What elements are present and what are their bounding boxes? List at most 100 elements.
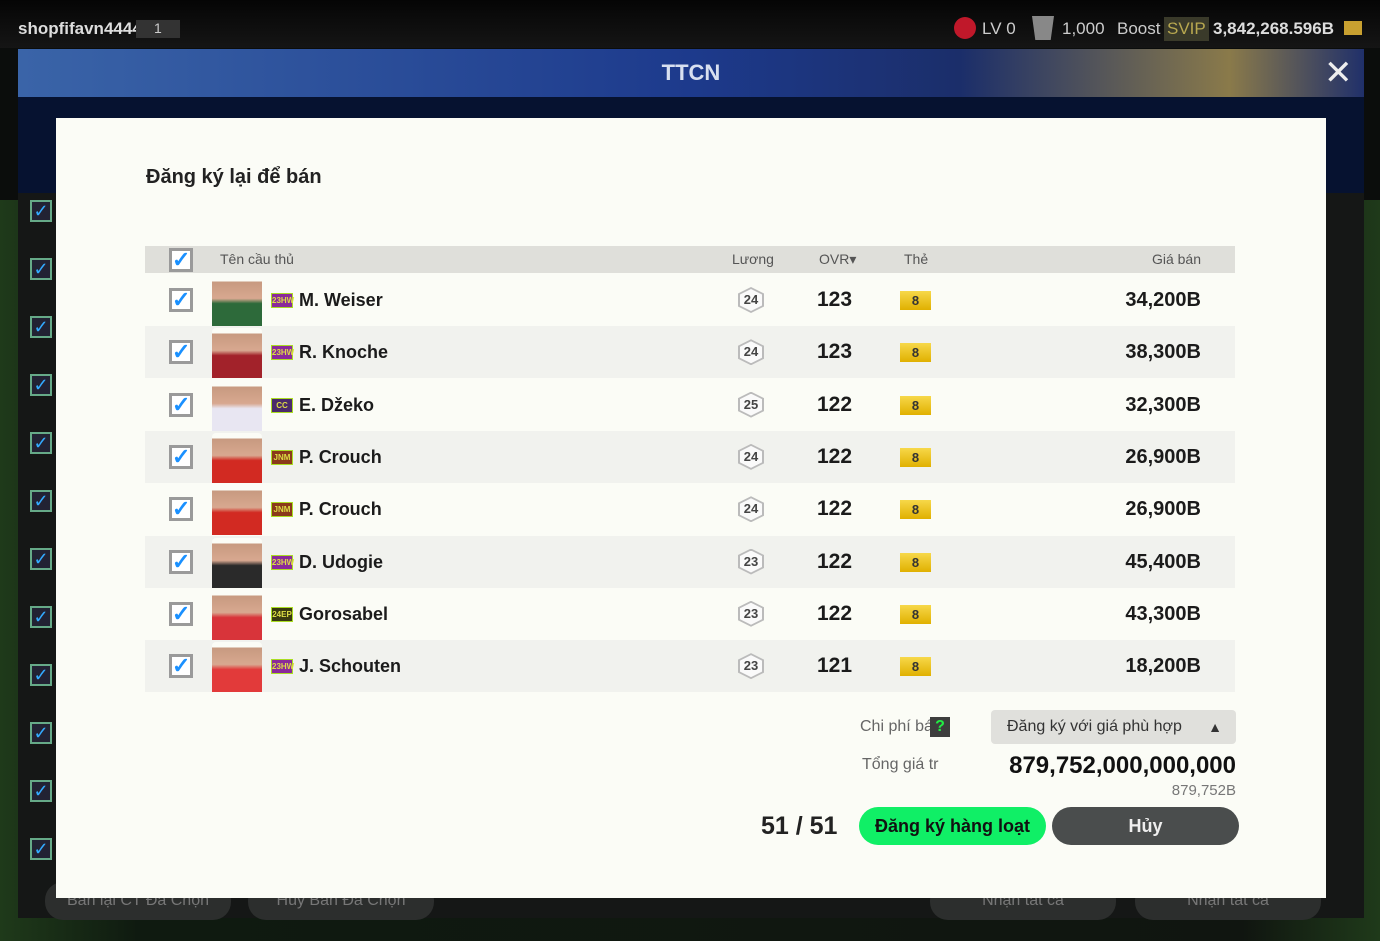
- grade-badge: 8: [900, 500, 931, 520]
- grade-badge: 8: [900, 552, 931, 572]
- salary-value: 23: [740, 602, 762, 625]
- background-checkbox[interactable]: ✓: [30, 258, 52, 280]
- player-name: E. Džeko: [299, 394, 375, 415]
- season-badge: 24EP: [271, 606, 293, 622]
- grade-badge: 8: [900, 395, 931, 415]
- table-row[interactable]: ✓ 23HW M. Weiser 24 123 8 34,200B: [145, 274, 1235, 326]
- help-icon[interactable]: ?: [930, 717, 950, 737]
- row-checkbox[interactable]: ✓: [169, 288, 193, 312]
- row-checkbox[interactable]: ✓: [169, 549, 193, 574]
- ovr-value: 123: [817, 288, 853, 311]
- season-badge: JNM: [271, 449, 293, 465]
- row-checkbox[interactable]: ✓: [169, 340, 193, 365]
- background-checkbox[interactable]: ✓: [30, 316, 52, 338]
- background-checkbox[interactable]: ✓: [30, 606, 52, 628]
- background-checkbox[interactable]: ✓: [30, 432, 52, 454]
- col-salary: Lương: [732, 251, 774, 267]
- col-grade: Thẻ: [904, 251, 929, 267]
- row-checkbox[interactable]: ✓: [169, 392, 193, 417]
- table-row[interactable]: ✓ CC E. Džeko 25 122 8 32,300B: [145, 379, 1235, 431]
- register-bulk-button[interactable]: Đăng ký hàng loạt: [859, 807, 1046, 845]
- selected-count: 51 / 51: [761, 812, 838, 840]
- salary-hex-icon: 23: [738, 548, 764, 575]
- player-name: M. Weiser: [299, 290, 383, 310]
- grade-badge: 8: [900, 657, 931, 677]
- player-photo: [212, 642, 262, 693]
- price-value: 38,300B: [1125, 341, 1201, 364]
- player-name: P. Crouch: [299, 499, 382, 520]
- ovr-value: 123: [817, 340, 853, 364]
- ovr-value: 121: [817, 654, 853, 678]
- table-row[interactable]: ✓ 24EP Gorosabel 23 122 8 43,300B: [145, 588, 1235, 640]
- caret-up-icon: ▲: [1208, 719, 1222, 735]
- player-name: R. Knoche: [299, 342, 389, 363]
- table-row[interactable]: ✓ 23HW D. Udogie 23 122 8 45,400B: [145, 535, 1235, 588]
- table-row[interactable]: ✓ JNM P. Crouch 24 122 8 26,900B: [145, 430, 1235, 483]
- row-checkbox[interactable]: ✓: [169, 497, 193, 522]
- price-value: 34,200B: [1125, 289, 1201, 311]
- background-checkbox[interactable]: ✓: [30, 838, 52, 860]
- total-label: Tổng giá tr: [862, 756, 939, 773]
- ovr-value: 122: [817, 444, 853, 468]
- background-checkbox[interactable]: ✓: [30, 664, 52, 686]
- price-value: 45,400B: [1125, 550, 1201, 573]
- player-photo: [212, 328, 262, 379]
- row-checkbox[interactable]: ✓: [169, 654, 193, 679]
- salary-value: 24: [740, 341, 762, 364]
- grade-badge: 8: [900, 447, 931, 467]
- table-row[interactable]: ✓ 23HW J. Schouten 23 121 8 18,200B: [145, 640, 1235, 693]
- salary-value: 24: [740, 498, 762, 521]
- player-photo: [212, 432, 262, 483]
- coin-icon: [1344, 21, 1362, 35]
- salary-hex-icon: 24: [738, 339, 764, 366]
- season-badge: 23HW: [271, 293, 294, 308]
- season-badge: JNM: [271, 502, 293, 518]
- ovr-value: 122: [817, 497, 853, 521]
- player-photo: [212, 380, 262, 431]
- salary-hex-icon: 23: [738, 653, 764, 680]
- price-value: 26,900B: [1125, 445, 1201, 468]
- grade-badge: 8: [900, 291, 931, 310]
- window-header: TTCN: [18, 49, 1364, 97]
- background-checkbox[interactable]: ✓: [30, 722, 52, 744]
- grade-badge: 8: [900, 343, 931, 363]
- col-ovr-sort[interactable]: OVR▾: [819, 251, 857, 267]
- price-value: 43,300B: [1125, 602, 1201, 625]
- background-checkbox[interactable]: ✓: [30, 548, 52, 570]
- background-checkbox[interactable]: ✓: [30, 490, 52, 512]
- cancel-button[interactable]: Hủy: [1052, 807, 1239, 845]
- col-price: Giá bán: [1151, 251, 1201, 267]
- season-badge: 23HW: [271, 554, 294, 570]
- salary-hex-icon: 24: [738, 443, 764, 470]
- select-all-checkbox[interactable]: ✓: [169, 248, 193, 272]
- season-badge: 23HW: [271, 345, 294, 361]
- table-row[interactable]: ✓ 23HW R. Knoche 24 123 8 38,300B: [145, 326, 1235, 379]
- salary-value: 23: [740, 655, 762, 678]
- close-icon[interactable]: ✕: [1324, 54, 1353, 92]
- price-mode-value: Đăng ký với giá phù hợp: [1007, 718, 1182, 735]
- user-badge: 1: [136, 20, 180, 38]
- row-checkbox[interactable]: ✓: [169, 601, 193, 626]
- price-value: 26,900B: [1125, 498, 1201, 521]
- total-short: 879,752B: [1171, 782, 1236, 799]
- ovr-value: 122: [817, 549, 853, 573]
- salary-value: 25: [740, 393, 762, 416]
- ovr-value: 122: [817, 601, 853, 625]
- table-header: ✓ Tên cầu thủ Lương OVR▾ Thẻ Giá bán: [145, 246, 1235, 273]
- background-checkbox[interactable]: ✓: [30, 374, 52, 396]
- col-name: Tên cầu thủ: [220, 251, 294, 267]
- level: LV 0: [982, 19, 1016, 38]
- top-bar: shopfifavn4444 1 LV 0 1,000 Boost SVIP 3…: [0, 0, 1380, 48]
- background-checkbox[interactable]: ✓: [30, 780, 52, 802]
- player-name: J. Schouten: [299, 656, 402, 677]
- table-row[interactable]: ✓ JNM P. Crouch 24 122 8 26,900B: [145, 483, 1235, 536]
- background-checkbox[interactable]: ✓: [30, 200, 52, 222]
- salary-hex-icon: 24: [738, 287, 764, 313]
- row-checkbox[interactable]: ✓: [169, 444, 193, 469]
- salary-value: 24: [740, 445, 762, 468]
- price-mode-dropdown[interactable]: Đăng ký với giá phù hợp ▲: [991, 710, 1236, 744]
- player-photo: [212, 276, 262, 326]
- window-title: TTCN: [661, 60, 721, 85]
- player-name: Gorosabel: [299, 603, 389, 624]
- total-value: 879,752,000,000,000: [1009, 752, 1236, 779]
